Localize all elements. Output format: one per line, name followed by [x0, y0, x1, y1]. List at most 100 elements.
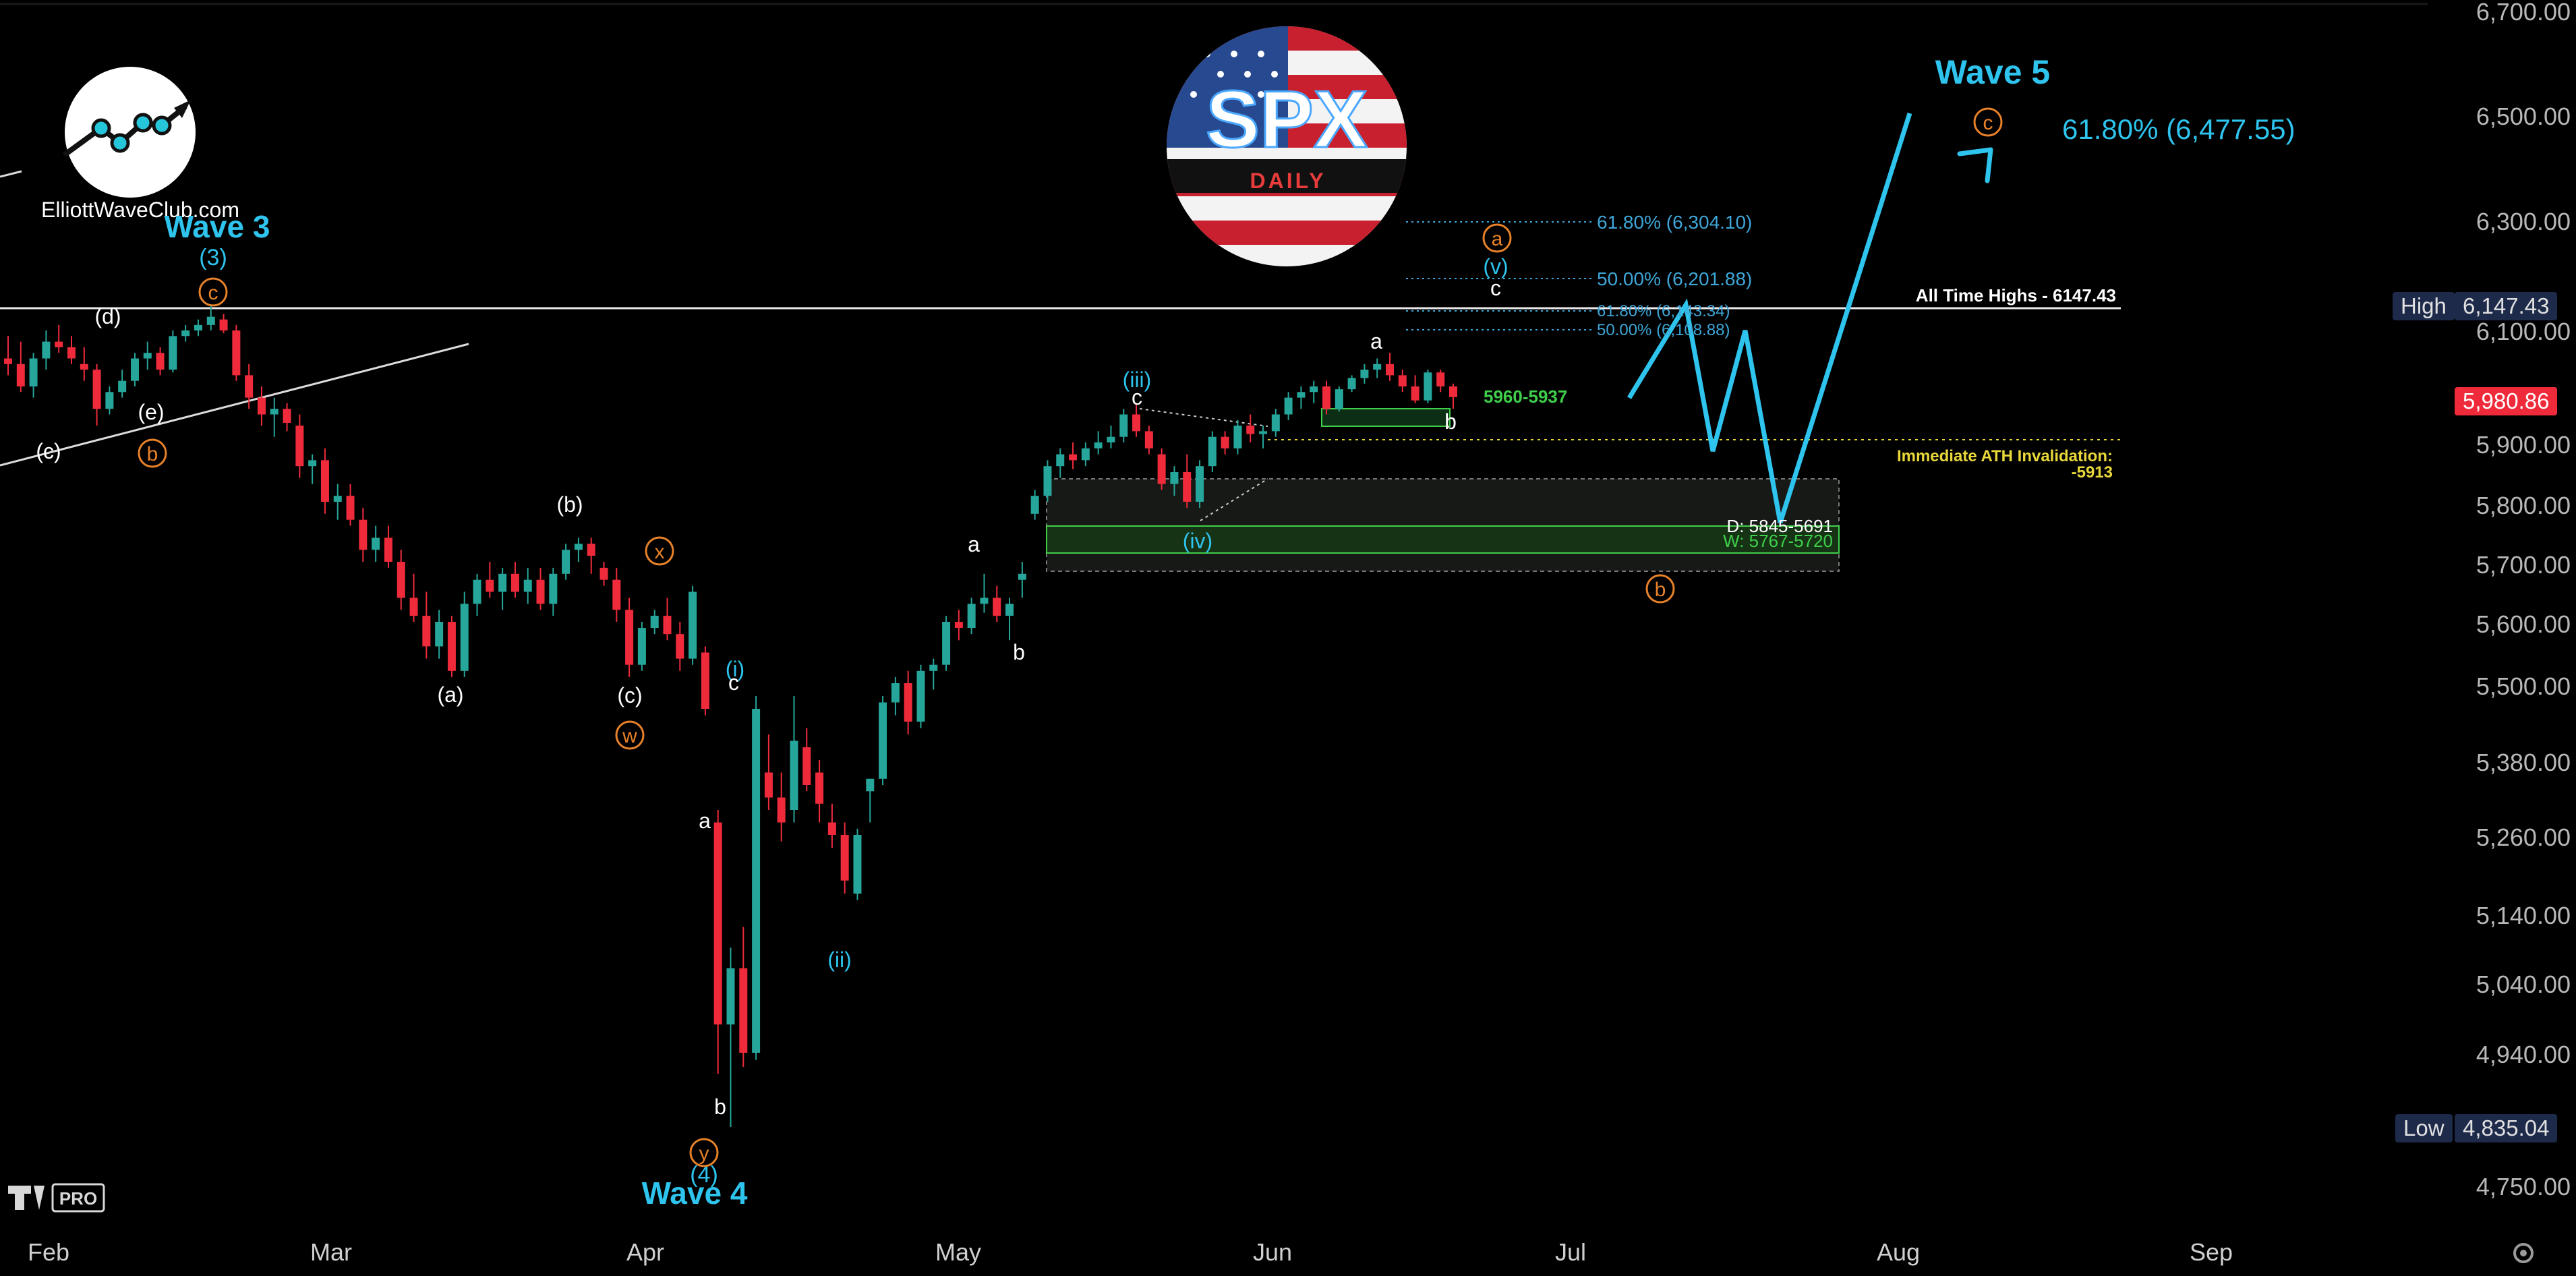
y-tick: 6,300.00 [2476, 208, 2571, 235]
candle [1208, 431, 1217, 472]
candle [1398, 370, 1407, 393]
wave-5-label: Wave 5 [1935, 53, 2050, 91]
candle [181, 324, 190, 342]
candle-body [1411, 386, 1419, 401]
candle-body [650, 616, 659, 629]
candle [1310, 380, 1318, 403]
candle-body [486, 579, 494, 592]
label-b-paren: (b) [556, 492, 583, 517]
candle [270, 397, 279, 437]
label-c-i: c [728, 670, 739, 695]
y-tick: 5,500.00 [2476, 672, 2571, 700]
candle-body [1284, 397, 1293, 415]
label-c-iii: c [1132, 385, 1142, 409]
elliottwaveclub-logo: ElliottWaveClub.com [41, 67, 239, 222]
candle-body [1386, 364, 1395, 376]
candle-body [726, 968, 735, 1024]
x-tick: Sep [2190, 1238, 2233, 1266]
candle-body [1259, 431, 1268, 434]
y-tick: 5,140.00 [2476, 902, 2571, 929]
wave-3-num: (3) [199, 245, 227, 270]
candle-body [1030, 496, 1039, 514]
candle [1259, 426, 1268, 448]
candle-body [739, 968, 748, 1053]
svg-text:PRO: PRO [59, 1188, 97, 1209]
candle-body [1107, 436, 1115, 442]
y-tick: 5,800.00 [2476, 492, 2571, 519]
candle [1081, 442, 1090, 467]
high-tag: High [2393, 292, 2455, 320]
candle-body [1246, 426, 1255, 434]
label-e: (e) [138, 400, 164, 424]
candle-body [473, 579, 481, 604]
candle [105, 386, 114, 415]
candle [752, 696, 761, 1060]
zone-d-box [1046, 478, 1840, 572]
candle [409, 573, 418, 622]
candle-body [891, 683, 900, 703]
candle [1373, 358, 1382, 378]
candle [16, 341, 25, 393]
candle [587, 538, 595, 574]
support-zone-label: 5960-5937 [1484, 386, 1567, 407]
candle-body [1360, 370, 1369, 378]
candle-body [498, 573, 507, 592]
label-b-may: b [1013, 640, 1025, 664]
support-zone-box [1321, 408, 1451, 427]
candle-body [523, 579, 532, 592]
candle [169, 330, 177, 373]
zone-w-label: W: 5767-5720 [1723, 531, 1833, 551]
candle [359, 507, 368, 562]
candle [726, 948, 735, 1127]
x-tick: May [935, 1238, 981, 1266]
candle [1018, 562, 1026, 598]
candle-body [993, 598, 1001, 616]
svg-text:x: x [655, 541, 665, 563]
y-tick: 5,380.00 [2476, 749, 2571, 776]
candle [536, 567, 545, 610]
candle [219, 314, 228, 334]
current-price: 5,980.86 [2463, 388, 2550, 413]
y-tick: 5,260.00 [2476, 823, 2571, 851]
candle-body [346, 496, 355, 520]
x-axis: Feb Mar Apr May Jun Jul Aug Sep [28, 1238, 2233, 1266]
candle-body [105, 392, 114, 409]
candle [1030, 490, 1039, 520]
candle [118, 370, 127, 398]
candle [1183, 454, 1192, 508]
candle-body [587, 544, 595, 556]
wave-labels: Wave 3 (3) Wave 4 (4) Wave 5 (d) (e) (c)… [36, 53, 2050, 1211]
candle-body [1132, 414, 1141, 432]
candles [4, 304, 1457, 1127]
label-iii: (iii) [1123, 368, 1152, 392]
candle-body [1119, 414, 1128, 437]
candle-body [1436, 372, 1445, 386]
settings-gear-icon[interactable] [2513, 1243, 2534, 1263]
svg-text:b: b [147, 443, 158, 465]
candle-body [409, 598, 418, 616]
candle [1005, 598, 1014, 641]
candle-body [967, 604, 976, 629]
candle-body [130, 358, 139, 381]
low-value: 4,835.04 [2463, 1115, 2550, 1140]
candle-body [283, 409, 291, 423]
candle-body [1069, 454, 1078, 461]
candle-body [1335, 389, 1343, 409]
candle-body [689, 591, 697, 659]
candle-body [384, 538, 392, 562]
circle-y: y [689, 1138, 719, 1167]
candle-body [916, 670, 925, 722]
svg-text:c: c [1983, 112, 1993, 134]
candle-body [980, 598, 989, 604]
candle [1386, 353, 1395, 381]
candle [689, 585, 697, 665]
invalidation-label-1: Immediate ATH Invalidation: [1897, 447, 2113, 465]
candle-body [295, 426, 304, 467]
candle [676, 622, 684, 671]
candle [853, 828, 862, 900]
candle-body [156, 353, 165, 370]
wave-3-label: Wave 3 [165, 209, 270, 244]
candle [562, 544, 570, 580]
candle-body [1043, 466, 1052, 496]
